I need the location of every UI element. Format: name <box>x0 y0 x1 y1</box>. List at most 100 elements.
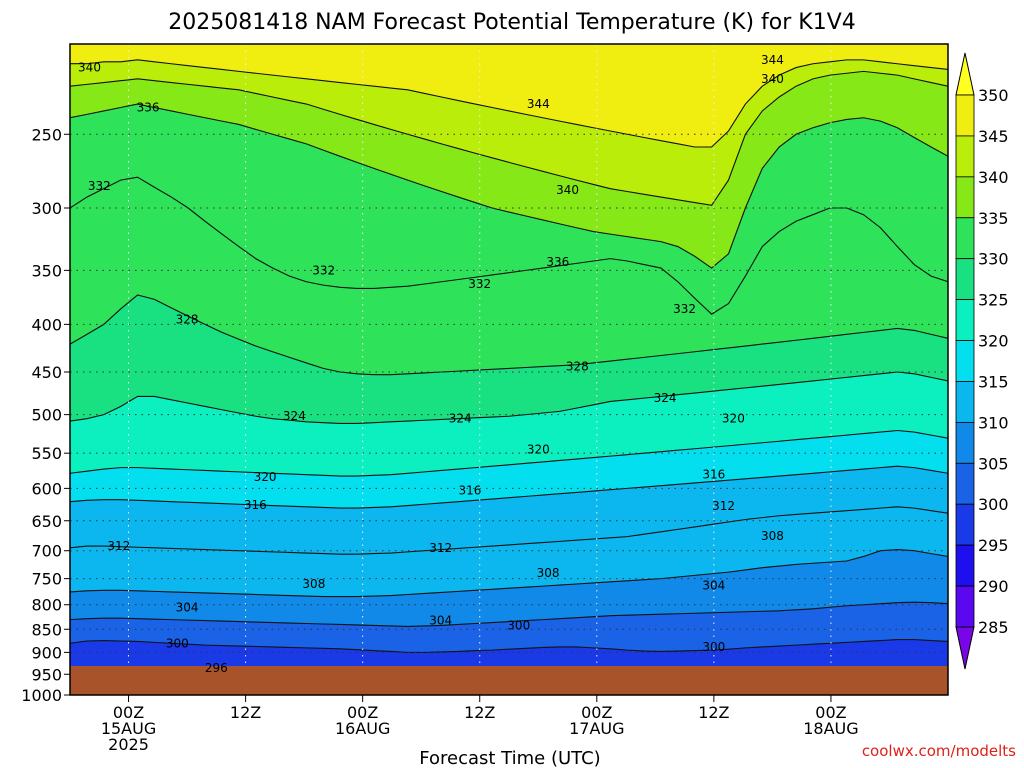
y-tick-label-350: 350 <box>31 261 62 280</box>
y-axis: 250 300 350 400 450 500 550 600 650 700 750 800 850 9… <box>21 125 70 705</box>
colorbar-seg-12 <box>955 585 975 628</box>
x-tick-label-5-0: 12Z <box>698 703 729 722</box>
contour-label-0: 340 <box>78 61 101 75</box>
contour-label-12: 328 <box>566 360 589 374</box>
contour-label-19: 316 <box>244 498 267 512</box>
contour-label-34: 296 <box>205 661 228 675</box>
colorbar-label-320: 320 <box>978 332 1009 351</box>
y-tick-label-900: 900 <box>31 643 62 662</box>
y-tick-label-650: 650 <box>31 512 62 531</box>
contour-label-18: 320 <box>254 470 277 484</box>
x-tick-label-2-0: 00Z <box>347 703 378 722</box>
contour-label-22: 312 <box>712 499 735 513</box>
plot-border <box>69 43 949 696</box>
contour-308 <box>70 549 948 598</box>
colorbar-label-345: 345 <box>978 127 1009 146</box>
x-tick-label-0-1: 15AUG <box>101 719 156 738</box>
colorbar-label-295: 295 <box>978 536 1009 555</box>
contour-label-25: 308 <box>761 529 784 543</box>
colorbar-label-315: 315 <box>978 372 1009 391</box>
grid <box>70 44 948 695</box>
colorbar-label-335: 335 <box>978 209 1009 228</box>
colorbar-label-350: 350 <box>978 86 1009 105</box>
plot-area: 340 336 332 344 340 336 332 332 332 344 340 328 328 3… <box>70 44 948 695</box>
contour-label-4: 340 <box>556 183 579 197</box>
contour-label-10: 340 <box>761 72 784 86</box>
chart-title: 2025081418 NAM Forecast Potential Temper… <box>168 10 856 35</box>
x-tick-label-1-0: 12Z <box>230 703 261 722</box>
contour-label-30: 304 <box>429 614 452 628</box>
colorbar-label-310: 310 <box>978 413 1009 432</box>
contour-label-14: 324 <box>449 412 472 426</box>
x-tick-label-2-1: 16AUG <box>335 719 390 738</box>
y-tick-label-850: 850 <box>31 620 62 639</box>
contour-label-11: 328 <box>176 312 199 326</box>
colorbar: 350 345 340 335 330 325 320 315 310 305 300 295 290 2… <box>955 52 1009 670</box>
y-tick-label-300: 300 <box>31 199 62 218</box>
contour-label-6: 332 <box>312 263 335 277</box>
contour-label-32: 300 <box>166 636 189 650</box>
x-tick-label-6-1: 18AUG <box>803 719 858 738</box>
contour-label-27: 308 <box>537 566 560 580</box>
contour-label-26: 308 <box>302 577 325 591</box>
y-tick-label-800: 800 <box>31 596 62 615</box>
colorbar-seg-1 <box>955 135 975 178</box>
y-tick-label-500: 500 <box>31 406 62 425</box>
colorbar-label-305: 305 <box>978 454 1009 473</box>
credit-text: coolwx.com/modelts <box>862 742 1016 760</box>
colorbar-seg-9 <box>955 462 975 505</box>
contour-label-8: 332 <box>673 302 696 316</box>
contour-label-2: 332 <box>88 179 111 193</box>
contour-label-1: 336 <box>137 101 160 115</box>
y-tick-label-450: 450 <box>31 363 62 382</box>
colorbar-label-340: 340 <box>978 168 1009 187</box>
x-tick-label-0-2: 2025 <box>108 735 149 754</box>
contour-label-7: 332 <box>468 277 491 291</box>
colorbar-seg-7 <box>955 381 975 423</box>
colorbar-bottom-arrow <box>955 626 975 670</box>
contour-324 <box>70 371 948 424</box>
contour-316 <box>70 465 948 509</box>
contour-336 <box>70 103 948 269</box>
ground <box>70 666 948 695</box>
contour-label-20: 316 <box>459 483 482 497</box>
x-tick-label-4-1: 17AUG <box>569 719 624 738</box>
y-tick-label-750: 750 <box>31 570 62 589</box>
contour-332 <box>70 176 948 315</box>
colorbar-seg-6 <box>955 340 975 382</box>
contour-label-17: 320 <box>722 412 745 426</box>
colorbar-seg-3 <box>955 217 975 260</box>
contour-328 <box>70 294 948 376</box>
contour-label-13: 324 <box>283 409 306 423</box>
colorbar-label-325: 325 <box>978 291 1009 310</box>
contour-label-31: 300 <box>507 618 530 632</box>
contour-300 <box>70 639 948 653</box>
contour-344 <box>70 59 948 148</box>
contour-label-15: 324 <box>654 391 677 405</box>
colorbar-seg-4 <box>955 258 975 301</box>
y-tick-label-550: 550 <box>31 444 62 463</box>
colorbar-seg-8 <box>955 421 975 464</box>
colorbar-label-300: 300 <box>978 495 1009 514</box>
contour-label-28: 304 <box>702 579 725 593</box>
colorbar-label-285: 285 <box>978 618 1009 637</box>
contour-label-29: 304 <box>176 600 199 614</box>
y-tick-label-250: 250 <box>31 125 62 144</box>
contour-label-23: 312 <box>107 539 130 553</box>
contour-label-21: 316 <box>702 468 725 482</box>
contour-312 <box>70 506 948 555</box>
x-tick-label-0-0: 00Z <box>113 703 144 722</box>
colorbar-seg-2 <box>955 176 975 219</box>
colorbar-seg-11 <box>955 544 975 587</box>
colorbar-top-arrow <box>955 52 975 96</box>
y-tick-label-700: 700 <box>31 542 62 561</box>
y-tick-label-400: 400 <box>31 315 62 334</box>
y-tick-label-950: 950 <box>31 665 62 684</box>
colorbar-seg-5 <box>955 299 975 341</box>
colorbar-label-290: 290 <box>978 577 1009 596</box>
contour-label-3: 344 <box>527 97 550 111</box>
colorbar-seg-10 <box>955 503 975 546</box>
contour-label-16: 320 <box>527 442 550 456</box>
